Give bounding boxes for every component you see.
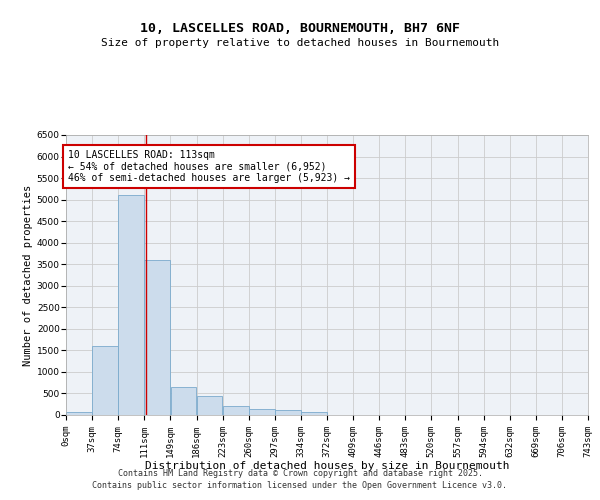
Text: 10 LASCELLES ROAD: 113sqm
← 54% of detached houses are smaller (6,952)
46% of se: 10 LASCELLES ROAD: 113sqm ← 54% of detac…: [68, 150, 350, 184]
Bar: [170, 387, 196, 415]
Bar: [275, 410, 301, 415]
Bar: [301, 412, 327, 415]
Bar: [197, 396, 223, 415]
Bar: [249, 410, 275, 415]
Text: 10, LASCELLES ROAD, BOURNEMOUTH, BH7 6NF: 10, LASCELLES ROAD, BOURNEMOUTH, BH7 6NF: [140, 22, 460, 36]
Bar: [118, 196, 144, 415]
Y-axis label: Number of detached properties: Number of detached properties: [23, 184, 32, 366]
Text: Contains HM Land Registry data © Crown copyright and database right 2025.: Contains HM Land Registry data © Crown c…: [118, 468, 482, 477]
Bar: [92, 346, 118, 415]
Text: Size of property relative to detached houses in Bournemouth: Size of property relative to detached ho…: [101, 38, 499, 48]
X-axis label: Distribution of detached houses by size in Bournemouth: Distribution of detached houses by size …: [145, 461, 509, 471]
Text: Contains public sector information licensed under the Open Government Licence v3: Contains public sector information licen…: [92, 481, 508, 490]
Bar: [145, 260, 170, 415]
Bar: [223, 406, 248, 415]
Bar: [66, 412, 92, 415]
